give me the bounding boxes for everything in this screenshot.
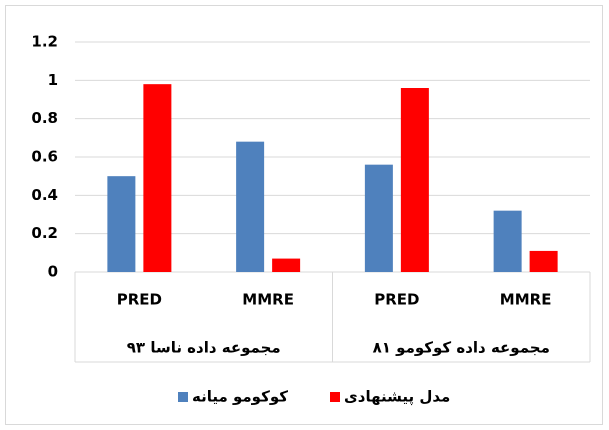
y-tick-label: 1 [48, 71, 58, 89]
legend-label: کوکومو میانه [192, 388, 288, 406]
legend-label: مدل پیشنهادی [344, 388, 450, 407]
bar [400, 88, 429, 272]
x-tick-label: MMRE [500, 291, 552, 309]
group-label: مجموعه داده کوکومو ۸۱ [373, 339, 550, 357]
bar [529, 250, 558, 272]
x-tick-label: MMRE [242, 291, 294, 309]
y-tick-label: 0.4 [31, 186, 58, 204]
x-tick-label: PRED [117, 291, 162, 309]
y-tick-label: 0.2 [31, 224, 58, 242]
y-tick-label: 0.6 [31, 148, 58, 166]
y-tick-label: 0.8 [31, 109, 58, 127]
x-tick-label: PRED [374, 291, 419, 309]
bar [272, 258, 301, 272]
legend-swatch [330, 392, 340, 402]
bar [364, 164, 393, 272]
group-label: مجموعه داده ناسا ۹۳ [127, 339, 281, 357]
bar [236, 141, 265, 272]
bar [107, 176, 136, 272]
legend-swatch [178, 392, 188, 402]
bar [143, 84, 172, 273]
y-tick-label: 1.2 [31, 33, 58, 51]
bar [493, 210, 522, 272]
y-tick-label: 0 [48, 263, 58, 281]
